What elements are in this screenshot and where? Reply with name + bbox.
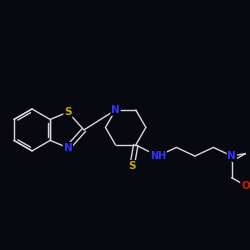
Text: NH: NH <box>150 151 166 161</box>
Text: N: N <box>228 151 236 161</box>
Text: N: N <box>111 105 120 115</box>
Text: N: N <box>64 143 72 153</box>
Text: O: O <box>241 180 250 190</box>
Text: S: S <box>64 107 72 117</box>
Text: S: S <box>128 161 136 171</box>
